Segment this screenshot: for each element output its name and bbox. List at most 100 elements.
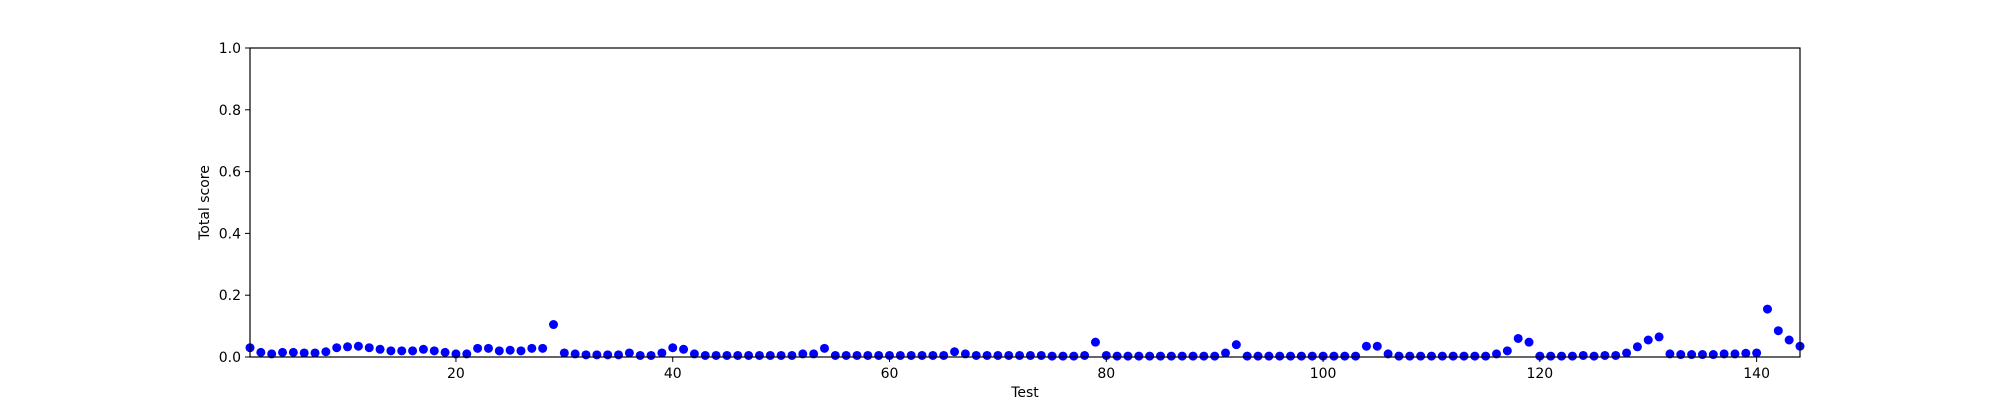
- data-point: [1600, 350, 1610, 360]
- data-point: [1665, 349, 1675, 359]
- data-point: [841, 350, 851, 360]
- data-point: [516, 346, 526, 356]
- data-point: [624, 348, 634, 358]
- data-point: [1578, 350, 1588, 360]
- data-point: [1416, 351, 1426, 361]
- data-point: [657, 348, 667, 358]
- data-point: [1697, 350, 1707, 360]
- data-point: [614, 350, 624, 360]
- data-point: [1459, 351, 1469, 361]
- data-point: [1524, 337, 1534, 347]
- data-point: [1437, 351, 1447, 361]
- data-point: [549, 320, 558, 330]
- data-point: [1361, 341, 1371, 351]
- data-point: [1611, 350, 1621, 360]
- data-point: [1773, 326, 1783, 336]
- data-point: [939, 350, 949, 360]
- data-point: [1383, 349, 1393, 359]
- data-point: [1687, 350, 1697, 360]
- data-point: [1090, 337, 1100, 347]
- data-point: [1351, 351, 1361, 361]
- x-tick-label: 120: [1526, 366, 1553, 382]
- y-tick-label: 0.6: [219, 165, 241, 181]
- data-point: [960, 349, 970, 359]
- data-point: [1676, 350, 1686, 360]
- x-tick-label: 40: [664, 366, 682, 382]
- x-tick-label: 60: [881, 366, 899, 382]
- data-point: [700, 350, 710, 360]
- data-point: [765, 350, 775, 360]
- data-point: [906, 350, 916, 360]
- data-point: [787, 350, 797, 360]
- data-point: [1426, 351, 1436, 361]
- x-tick-label: 140: [1743, 366, 1770, 382]
- data-point: [1632, 342, 1642, 352]
- data-point: [1557, 351, 1567, 361]
- y-tick-label: 0.0: [219, 350, 241, 366]
- data-point: [1155, 351, 1165, 361]
- data-point: [1264, 351, 1274, 361]
- data-point: [1513, 333, 1523, 343]
- data-point: [267, 349, 277, 359]
- data-point: [1166, 351, 1176, 361]
- data-point: [1622, 348, 1632, 358]
- data-point: [494, 346, 504, 356]
- data-point: [1448, 351, 1458, 361]
- data-point: [1123, 351, 1133, 361]
- data-point: [1199, 351, 1209, 361]
- data-point: [375, 344, 385, 354]
- x-tick-label: 100: [1310, 366, 1337, 382]
- data-point: [874, 350, 884, 360]
- data-point: [1275, 351, 1285, 361]
- data-point: [917, 350, 927, 360]
- data-point: [950, 347, 960, 357]
- data-point: [1286, 351, 1296, 361]
- data-point: [1134, 351, 1144, 361]
- data-point: [1004, 350, 1014, 360]
- data-point: [1145, 351, 1155, 361]
- data-point: [451, 349, 461, 359]
- data-point: [288, 347, 298, 357]
- data-point: [1296, 351, 1306, 361]
- data-point: [353, 341, 363, 351]
- data-point: [1177, 351, 1187, 361]
- data-point: [1730, 349, 1740, 359]
- data-point: [852, 350, 862, 360]
- data-points-layer: [245, 304, 1805, 361]
- data-point: [1535, 351, 1545, 361]
- data-point: [1567, 351, 1577, 361]
- data-point: [1481, 351, 1491, 361]
- data-point: [1231, 340, 1241, 350]
- data-point: [538, 343, 548, 353]
- data-point: [1719, 349, 1729, 359]
- data-point: [1101, 350, 1111, 360]
- data-point: [332, 343, 342, 353]
- data-point: [603, 350, 613, 360]
- data-point: [863, 350, 873, 360]
- data-point: [885, 350, 895, 360]
- data-point: [364, 343, 374, 353]
- data-point: [1080, 350, 1090, 360]
- ticks-layer: 20 40 60 80 100 120 140 0.0 0.2 0.4 0.6 0.8 1.0: [219, 41, 1770, 382]
- x-tick-label: 80: [1097, 366, 1115, 382]
- data-point: [299, 348, 309, 358]
- data-point: [895, 350, 905, 360]
- data-point: [668, 343, 678, 353]
- data-point: [798, 349, 808, 359]
- data-point: [1188, 351, 1198, 361]
- data-point: [1307, 351, 1317, 361]
- data-point: [1047, 351, 1057, 361]
- data-point: [928, 350, 938, 360]
- data-point: [570, 349, 580, 359]
- data-point: [993, 350, 1003, 360]
- data-point: [733, 350, 743, 360]
- data-point: [1470, 351, 1480, 361]
- data-point: [982, 350, 992, 360]
- data-point: [473, 343, 483, 353]
- data-point: [1329, 351, 1339, 361]
- data-point: [559, 348, 569, 358]
- data-point: [679, 344, 689, 354]
- data-point: [256, 347, 266, 357]
